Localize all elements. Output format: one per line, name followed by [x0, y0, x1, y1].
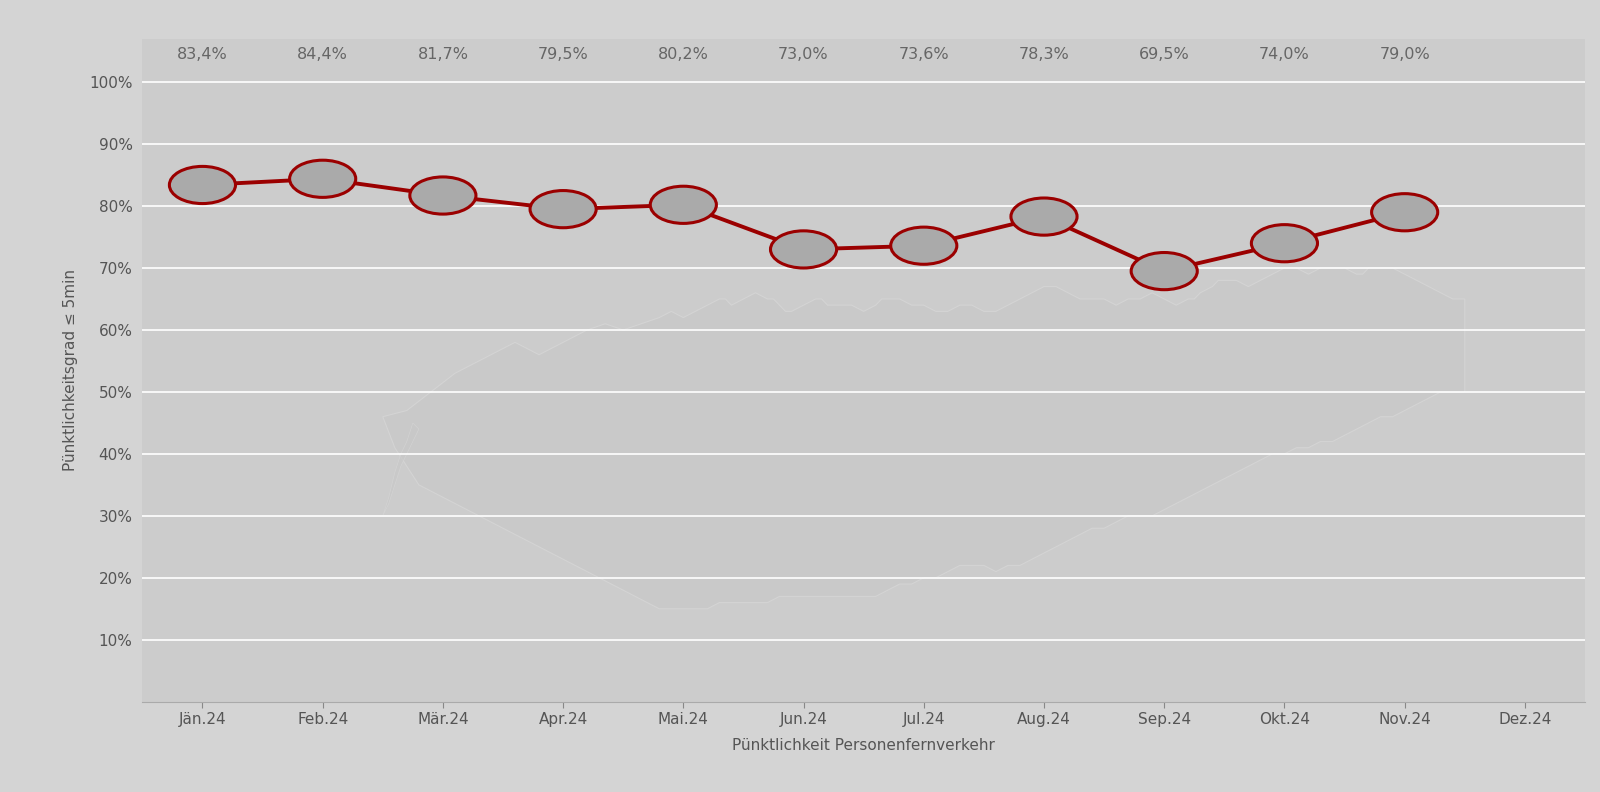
Ellipse shape [771, 230, 837, 268]
Ellipse shape [1371, 194, 1438, 230]
Text: 84,4%: 84,4% [298, 47, 349, 62]
Text: 73,0%: 73,0% [778, 47, 829, 62]
Text: 69,5%: 69,5% [1139, 47, 1189, 62]
Ellipse shape [290, 160, 355, 197]
Ellipse shape [410, 177, 475, 214]
Ellipse shape [891, 227, 957, 265]
Ellipse shape [170, 166, 235, 204]
Text: 80,2%: 80,2% [658, 47, 709, 62]
Ellipse shape [1011, 198, 1077, 235]
Text: 83,4%: 83,4% [178, 47, 227, 62]
Text: 78,3%: 78,3% [1019, 47, 1069, 62]
Ellipse shape [1131, 253, 1197, 290]
Ellipse shape [530, 191, 597, 228]
Ellipse shape [1251, 225, 1317, 262]
Ellipse shape [650, 186, 717, 223]
Polygon shape [382, 423, 419, 516]
Text: 79,0%: 79,0% [1379, 47, 1430, 62]
Y-axis label: Pünktlichkeitsgrad ≤ 5min: Pünktlichkeitsgrad ≤ 5min [62, 269, 78, 471]
Polygon shape [382, 268, 1464, 609]
X-axis label: Pünktlichkeit Personenfernverkehr: Pünktlichkeit Personenfernverkehr [733, 738, 995, 753]
Text: 74,0%: 74,0% [1259, 47, 1310, 62]
Text: 79,5%: 79,5% [538, 47, 589, 62]
Text: 73,6%: 73,6% [899, 47, 949, 62]
Text: 81,7%: 81,7% [418, 47, 469, 62]
